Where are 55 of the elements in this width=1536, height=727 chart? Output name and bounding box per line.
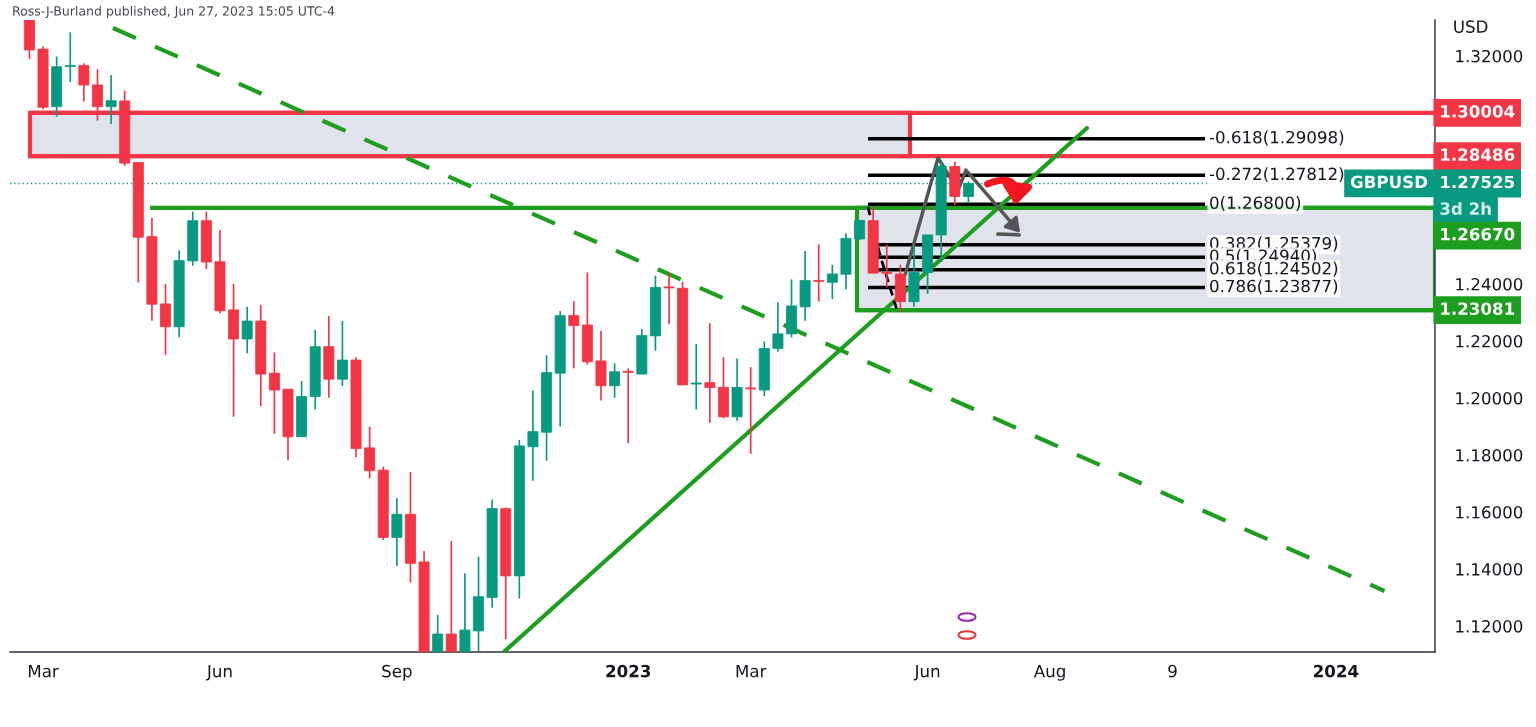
candlestick — [336, 320, 348, 387]
candlestick — [622, 367, 634, 445]
candlestick — [445, 540, 457, 652]
x-tick-label: 2023 — [606, 664, 651, 678]
chart-title: Ross-J-Burland published, Jun 27, 2023 15:05 UTC-4 — [13, 5, 335, 19]
candlestick — [391, 497, 403, 567]
annotation: GBPUSD — [1350, 175, 1428, 189]
x-tick-label: Jun — [913, 665, 940, 681]
x-tick-label: 2024 — [1313, 664, 1359, 678]
ref-line-label: 0(1.26800) — [1210, 196, 1301, 211]
ref-line-label: 1.27525 — [1441, 175, 1515, 189]
candlestick — [527, 389, 539, 482]
ref-line-label: 1.30004 — [1441, 105, 1515, 118]
candlestick — [690, 343, 702, 411]
candlestick — [745, 366, 757, 455]
candlestick — [568, 300, 580, 370]
candlestick — [663, 271, 675, 326]
candlestick — [268, 351, 280, 435]
candlestick — [459, 572, 471, 652]
y-tick-label: 1.24000 — [1456, 277, 1523, 291]
candlestick — [105, 74, 117, 125]
ref-line-label: 0.786(1.23877) — [1210, 279, 1338, 295]
x-tick-label: Sep — [382, 664, 412, 681]
candlestick — [160, 283, 171, 356]
y-axis-title: USD — [1454, 20, 1488, 33]
candlestick — [78, 62, 90, 103]
x-tick-label: Aug — [1033, 665, 1065, 681]
candlestick — [772, 301, 784, 353]
x-tick-label: Jun — [206, 665, 232, 681]
y-tick-label: 1.20000 — [1456, 391, 1523, 405]
ref-line-label: -0.272(1.27812) — [1209, 167, 1344, 183]
candlestick — [364, 425, 376, 480]
x-tick-label: 9 — [1168, 664, 1177, 678]
ref-line-label: -0.618(1.29098) — [1209, 130, 1344, 146]
candlestick — [64, 31, 76, 83]
y-tick-label: 1.16000 — [1456, 505, 1523, 519]
y-tick-label: 1.18000 — [1456, 448, 1523, 462]
text: 3d 2h — [1440, 202, 1491, 215]
y-tick-label: 1.22000 — [1456, 334, 1523, 348]
y-tick-label: 1.14000 — [1456, 563, 1523, 576]
candlestick — [432, 614, 444, 652]
candlestick — [813, 243, 825, 303]
x-tick-label: Mar — [28, 665, 59, 678]
ref-line-label: 1.23081 — [1441, 302, 1515, 316]
candlestick — [704, 322, 716, 424]
ref-line-label: 1.28486 — [1441, 148, 1515, 161]
candlestick — [609, 362, 621, 399]
candlestick — [881, 243, 893, 289]
candlestick — [241, 305, 253, 355]
y-tick-label: 1.12000 — [1456, 620, 1523, 633]
ref-line-label: 1.26670 — [1441, 227, 1515, 241]
x-tick-label: Mar — [736, 665, 767, 678]
y-tick-label: 1.32000 — [1456, 49, 1523, 63]
candlestick — [826, 264, 838, 300]
candlestick — [962, 180, 974, 205]
